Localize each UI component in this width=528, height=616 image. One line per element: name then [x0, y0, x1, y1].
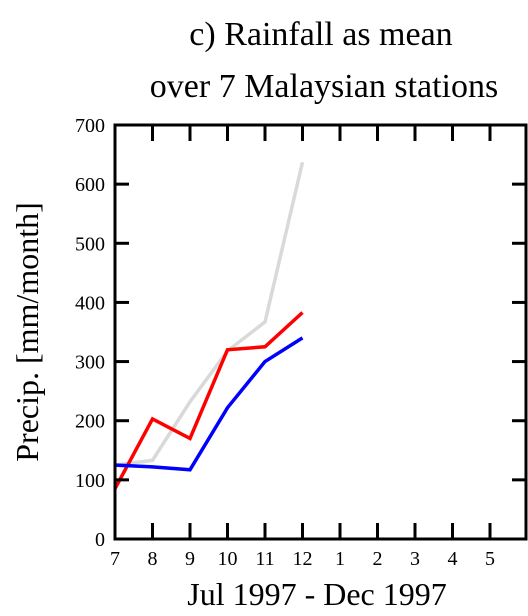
y-tick-label: 700: [75, 115, 105, 137]
x-tick-label: 10: [218, 548, 238, 570]
y-axis-label: Precip. [mm/month]: [9, 202, 45, 462]
chart-title-line-1: c) Rainfall as mean: [189, 16, 452, 53]
series-line-2: [113, 311, 304, 490]
y-tick-label: 400: [75, 292, 105, 314]
y-tick-label: 500: [75, 233, 105, 255]
x-tick-label: 8: [148, 548, 158, 570]
series-line-3: [114, 336, 304, 472]
x-tick-label: 12: [293, 548, 313, 570]
x-tick-label: 4: [448, 548, 458, 570]
x-tick-label: 3: [410, 548, 420, 570]
chart-title-line-2: over 7 Malaysian stations: [150, 68, 498, 105]
x-axis-label: Jul 1997 - Dec 1997: [187, 576, 447, 612]
y-tick-label: 100: [75, 470, 105, 492]
y-tick-label: 300: [75, 352, 105, 374]
x-tick-label: 7: [110, 548, 120, 570]
y-tick-label: 600: [75, 174, 105, 196]
plot-frame: [113, 123, 528, 541]
x-tick-label: 1: [335, 548, 345, 570]
series-line-1: [114, 161, 305, 467]
x-tick-label: 2: [373, 548, 383, 570]
x-tick-label: 11: [255, 548, 274, 570]
x-tick-label: 9: [185, 548, 195, 570]
x-tick-label: 5: [485, 548, 495, 570]
series-layer: [113, 161, 305, 490]
y-tick-label: 0: [95, 529, 105, 551]
y-tick-label: 200: [75, 411, 105, 433]
